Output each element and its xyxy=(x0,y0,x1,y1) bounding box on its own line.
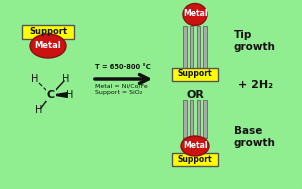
Text: OR: OR xyxy=(186,90,204,100)
Text: Metal = Ni/Co/Fe: Metal = Ni/Co/Fe xyxy=(95,83,148,88)
Text: T = 650-800 °C: T = 650-800 °C xyxy=(95,64,151,70)
Bar xyxy=(197,26,200,67)
Text: + 2H₂: + 2H₂ xyxy=(237,80,272,90)
Text: Tip
growth: Tip growth xyxy=(234,30,276,52)
Text: H: H xyxy=(66,90,74,100)
Text: Support: Support xyxy=(29,28,67,36)
Text: H: H xyxy=(62,74,70,84)
Text: C: C xyxy=(47,90,55,100)
Text: Support: Support xyxy=(178,70,212,78)
Bar xyxy=(183,26,187,67)
Bar xyxy=(172,153,218,166)
Bar xyxy=(197,100,200,138)
Bar xyxy=(190,100,193,138)
Text: Metal: Metal xyxy=(35,42,61,50)
Text: Base
growth: Base growth xyxy=(234,126,276,148)
Text: H: H xyxy=(31,74,39,84)
Bar xyxy=(183,100,187,138)
Text: Support = SiO₂: Support = SiO₂ xyxy=(95,90,142,95)
Bar xyxy=(204,100,207,138)
Ellipse shape xyxy=(181,136,209,156)
Text: Support: Support xyxy=(178,154,212,163)
Text: H: H xyxy=(35,105,43,115)
Text: Metal: Metal xyxy=(183,9,207,18)
Bar xyxy=(190,26,193,67)
Ellipse shape xyxy=(183,4,207,26)
Polygon shape xyxy=(183,138,193,143)
Bar xyxy=(203,26,207,67)
Polygon shape xyxy=(197,138,207,143)
Ellipse shape xyxy=(30,34,66,58)
Bar xyxy=(172,67,218,81)
Polygon shape xyxy=(52,92,67,98)
Text: Metal: Metal xyxy=(183,142,207,150)
Bar xyxy=(22,25,74,39)
Polygon shape xyxy=(188,19,202,25)
